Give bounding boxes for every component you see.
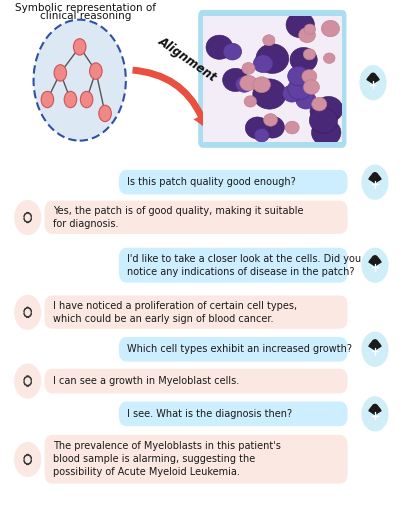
Ellipse shape bbox=[26, 454, 32, 460]
Ellipse shape bbox=[29, 455, 32, 464]
Circle shape bbox=[15, 364, 40, 398]
Circle shape bbox=[362, 248, 388, 282]
Ellipse shape bbox=[23, 375, 29, 381]
Wedge shape bbox=[368, 406, 382, 415]
Circle shape bbox=[54, 65, 67, 81]
Ellipse shape bbox=[26, 460, 32, 465]
Ellipse shape bbox=[23, 455, 26, 464]
Ellipse shape bbox=[26, 212, 32, 217]
Ellipse shape bbox=[23, 213, 26, 222]
Ellipse shape bbox=[26, 313, 32, 318]
Circle shape bbox=[369, 72, 377, 83]
Text: Which cell types exhibit an increased growth?: Which cell types exhibit an increased gr… bbox=[127, 344, 352, 354]
FancyBboxPatch shape bbox=[119, 248, 348, 283]
Circle shape bbox=[371, 339, 379, 350]
Ellipse shape bbox=[23, 313, 29, 318]
FancyBboxPatch shape bbox=[44, 200, 348, 234]
Text: I see. What is the diagnosis then?: I see. What is the diagnosis then? bbox=[127, 409, 293, 419]
Circle shape bbox=[15, 200, 40, 234]
Circle shape bbox=[80, 91, 93, 108]
Circle shape bbox=[99, 105, 111, 122]
Circle shape bbox=[362, 333, 388, 366]
FancyBboxPatch shape bbox=[44, 296, 348, 329]
Wedge shape bbox=[368, 257, 382, 267]
Ellipse shape bbox=[26, 307, 32, 312]
FancyBboxPatch shape bbox=[198, 10, 346, 148]
Ellipse shape bbox=[23, 381, 29, 387]
Circle shape bbox=[33, 20, 126, 141]
FancyBboxPatch shape bbox=[119, 170, 348, 194]
Circle shape bbox=[26, 214, 30, 221]
Ellipse shape bbox=[26, 218, 32, 223]
Ellipse shape bbox=[23, 460, 29, 465]
Circle shape bbox=[371, 172, 379, 183]
Circle shape bbox=[15, 296, 40, 329]
FancyBboxPatch shape bbox=[44, 435, 348, 484]
Circle shape bbox=[89, 63, 102, 79]
FancyArrowPatch shape bbox=[132, 67, 208, 128]
Circle shape bbox=[362, 165, 388, 199]
Text: Symbolic representation of: Symbolic representation of bbox=[15, 3, 156, 13]
Circle shape bbox=[15, 443, 40, 476]
Ellipse shape bbox=[23, 218, 29, 223]
Text: I have noticed a proliferation of certain cell types,
which could be an early si: I have noticed a proliferation of certai… bbox=[53, 301, 297, 323]
Ellipse shape bbox=[23, 307, 29, 312]
Ellipse shape bbox=[29, 213, 32, 222]
Circle shape bbox=[371, 403, 379, 414]
Ellipse shape bbox=[23, 377, 26, 386]
Circle shape bbox=[64, 91, 77, 108]
Circle shape bbox=[362, 397, 388, 431]
Circle shape bbox=[26, 378, 30, 384]
Wedge shape bbox=[366, 74, 380, 84]
Ellipse shape bbox=[23, 454, 29, 460]
FancyBboxPatch shape bbox=[119, 337, 348, 361]
Text: clinical reasoning: clinical reasoning bbox=[40, 11, 131, 21]
Ellipse shape bbox=[23, 212, 29, 217]
Text: I can see a growth in Myeloblast cells.: I can see a growth in Myeloblast cells. bbox=[53, 376, 239, 386]
Circle shape bbox=[360, 66, 386, 100]
Circle shape bbox=[73, 39, 86, 55]
Wedge shape bbox=[368, 174, 382, 183]
Ellipse shape bbox=[26, 381, 32, 387]
FancyBboxPatch shape bbox=[44, 369, 348, 393]
Ellipse shape bbox=[23, 308, 26, 317]
Wedge shape bbox=[368, 341, 382, 351]
Text: The prevalence of Myeloblasts in this patient's
blood sample is alarming, sugges: The prevalence of Myeloblasts in this pa… bbox=[53, 442, 281, 477]
FancyBboxPatch shape bbox=[119, 401, 348, 426]
Ellipse shape bbox=[26, 375, 32, 381]
Circle shape bbox=[26, 309, 30, 316]
Text: Yes, the patch is of good quality, making it suitable
for diagnosis.: Yes, the patch is of good quality, makin… bbox=[53, 206, 304, 229]
Circle shape bbox=[41, 91, 54, 108]
Text: Alignment: Alignment bbox=[156, 35, 219, 84]
Circle shape bbox=[26, 456, 30, 463]
Text: I'd like to take a closer look at the cells. Did you
notice any indications of d: I'd like to take a closer look at the ce… bbox=[127, 254, 362, 277]
Ellipse shape bbox=[29, 308, 32, 317]
Circle shape bbox=[371, 255, 379, 266]
Text: Is this patch quality good enough?: Is this patch quality good enough? bbox=[127, 177, 296, 187]
Ellipse shape bbox=[29, 377, 32, 386]
